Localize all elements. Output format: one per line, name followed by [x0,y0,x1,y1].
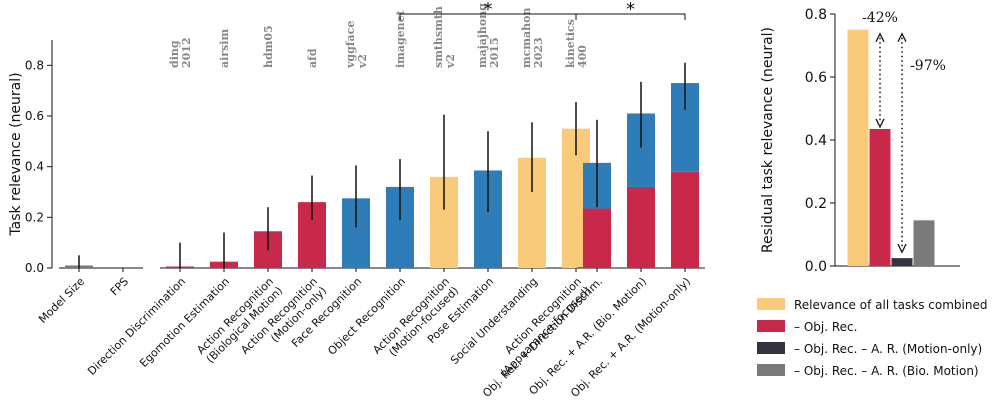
y-tick-label: 0.6 [25,109,44,123]
dataset-label: vggfacev2 [344,21,369,69]
bar-obj-rec [869,128,891,266]
legend-label: – Obj. Rec. [794,320,857,334]
dataset-label: smthsmthv2 [432,6,457,69]
dataset-label-line: smthsmth [432,6,445,68]
bar-obj-rec-a-r-bio-motion-motion [627,186,655,268]
reduction-annotation: -97% [910,58,946,74]
dataset-label-line: mcmahon [520,8,533,68]
significance-bracket [575,13,686,20]
legend-label: – Obj. Rec. – A. R. (Bio. Motion) [794,364,979,378]
legend-swatch [757,298,785,310]
y-tick-label: 0.2 [25,210,44,224]
bar-obj-rec-a-r-motion-only-motion [671,171,699,268]
dataset-label-line: 2023 [532,37,545,68]
y-tick-label: 0.0 [25,261,44,275]
arrow-head-up [875,32,885,43]
x-category-label: Model Size [36,275,87,326]
y-axis-label: Task relevance (neural) [8,72,24,236]
dataset-label-line: 2012 [180,37,193,68]
dataset-label: majajhong2015 [476,3,501,68]
dataset-label: mcmahon2023 [520,8,545,68]
y-tick-label: 0.2 [805,196,827,212]
dataset-label-line: ding [168,40,181,68]
dataset-label-line: v2 [356,54,369,69]
dataset-label: imagenet [394,9,407,68]
bar-obj-rec-direction-discrim-motion [583,208,611,268]
legend: Relevance of all tasks combined – Obj. Re… [757,298,987,378]
dataset-label-line: imagenet [394,9,407,68]
legend-label: – Obj. Rec. – A. R. (Motion-only) [794,342,982,356]
dataset-label-line: airsim [218,29,231,68]
dataset-label-line: kinetics [564,19,577,68]
bar-obj-rec-a-r-motion-only [891,258,913,266]
y-tick-label: 0.8 [25,58,44,72]
y-tick-label: 0.4 [805,133,827,149]
significance-star: * [626,0,635,20]
dataset-label-line: v2 [444,54,457,69]
x-category-line: Action Recognition [194,275,276,357]
significance-star: * [484,0,493,20]
y-tick-label: 0.4 [25,160,44,174]
x-category-line: Action Recognition [370,275,452,357]
dataset-label: airsim [218,29,231,68]
dataset-label-line: vggface [344,21,357,69]
arrow-head-up [897,32,907,43]
dataset-label-line: 400 [576,45,589,68]
dataset-label-line: 2015 [488,37,501,68]
residual-relevance-chart: 0.0 0.2 0.4 0.6 0.8 Residual task relevance (… [760,7,960,275]
x-category-line: Model Size [36,275,87,326]
arrow-head-down [897,243,907,254]
legend-swatch [757,320,785,332]
y-tick-label: 0.8 [805,7,827,23]
dataset-label-line: hdm05 [262,25,275,68]
x-category-line: FPS [108,275,131,298]
arrow-head-down [875,118,885,129]
bar-obj-rec-a-r-bio-motion [913,220,935,266]
y-tick-label: 0.6 [805,70,827,86]
dataset-label-line: majajhong [476,3,489,68]
x-category-label: Action Recognition(Appearance-focused) [489,275,593,379]
dataset-label: hdm05 [262,25,275,68]
bar-relevance-of-all-tasks-combined [847,29,869,266]
dataset-label: kinetics400 [564,19,589,68]
reduction-annotation: -42% [862,10,898,26]
legend-swatch [757,342,785,354]
y-axis-label: Residual task relevance (neural) [760,27,776,253]
legend-swatch [757,364,785,376]
y-tick-label: 0.0 [805,259,827,275]
dataset-label: afd [306,48,319,68]
legend-label: Relevance of all tasks combined [794,298,987,312]
dataset-label: ding2012 [168,37,193,68]
dataset-label-line: afd [306,48,319,68]
x-category-label: FPS [108,275,131,298]
